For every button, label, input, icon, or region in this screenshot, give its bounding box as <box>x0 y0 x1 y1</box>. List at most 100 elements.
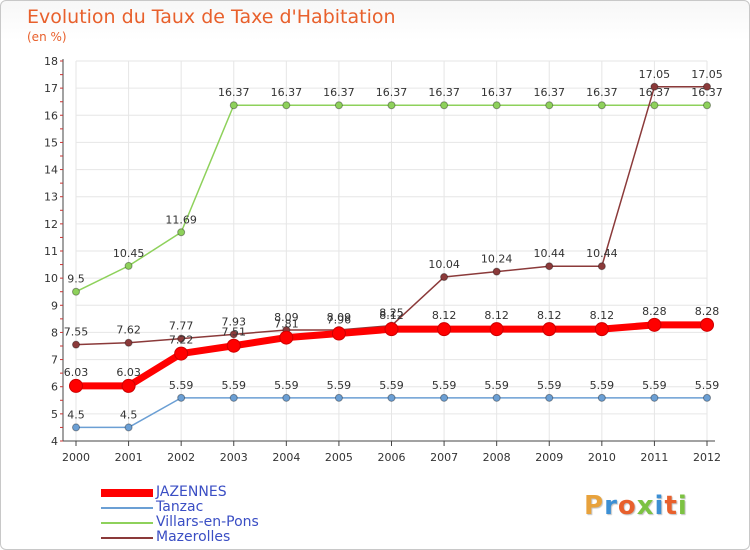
data-label: 8.12 <box>432 309 457 322</box>
data-label: 11.69 <box>165 213 197 226</box>
data-point <box>650 82 659 91</box>
data-point <box>72 423 80 432</box>
logo-letter: r <box>604 491 618 521</box>
data-labels-villars-en-pons: 9.5 10.45 11.69 16.37 16.37 16.37 16.37 16.37 16… <box>67 86 723 285</box>
data-point <box>229 330 238 339</box>
data-label: 16.37 <box>323 86 355 99</box>
data-label: 8.12 <box>484 309 509 322</box>
chart-subtitle: (en %) <box>27 30 67 44</box>
data-label: 5.59 <box>537 379 562 392</box>
y-tick-label: 13 <box>44 191 58 204</box>
x-tick-label: 2005 <box>325 451 353 464</box>
legend-label: JAZENNES <box>156 484 227 500</box>
data-point <box>282 393 291 402</box>
y-tick-label: 5 <box>51 408 58 421</box>
data-point <box>124 338 133 347</box>
y-tick-label: 11 <box>44 245 58 258</box>
data-labels-jazennes: 6.03 6.03 7.22 7.51 7.81 7.96 8.12 8.12 8.12 8.12… <box>64 305 720 379</box>
data-label: 10.44 <box>534 247 566 260</box>
data-label: 5.59 <box>695 379 720 392</box>
data-point <box>282 101 291 110</box>
data-point <box>124 423 133 432</box>
data-point <box>703 393 711 402</box>
data-label: 16.37 <box>534 86 566 99</box>
data-label: 10.44 <box>586 247 618 260</box>
data-label: 17.05 <box>639 68 671 81</box>
data-point <box>597 393 606 402</box>
data-labels-tanzac: 4.5 4.5 5.59 5.59 5.59 5.59 5.59 5.59 5.59 5.59 5.… <box>67 379 719 422</box>
logo-letter: P <box>584 491 605 521</box>
data-point <box>492 267 501 276</box>
legend-swatch <box>101 522 153 524</box>
data-point <box>174 346 189 361</box>
data-point <box>492 393 501 402</box>
logo-letter: i <box>654 491 665 521</box>
x-tick-label: 2000 <box>62 451 90 464</box>
y-tick-label: 6 <box>51 381 58 394</box>
chart-title: Evolution du Taux de Taxe d'Habitation <box>27 6 396 28</box>
x-tick-label: 2006 <box>378 451 406 464</box>
data-label: 16.37 <box>218 86 250 99</box>
data-point <box>387 393 396 402</box>
data-point <box>440 101 449 110</box>
data-point <box>594 322 609 337</box>
data-label: 8.28 <box>642 305 667 318</box>
data-labels-mazerolles: 7.55 7.62 7.77 7.93 8.09 8.09 8.25 10.04 10.24 10… <box>64 68 723 339</box>
data-label: 5.59 <box>432 379 457 392</box>
x-tick-label: 2011 <box>640 451 668 464</box>
y-tick-label: 12 <box>44 218 58 231</box>
legend-label: Villars-en-Pons <box>156 514 259 530</box>
data-point <box>703 101 711 110</box>
y-tick-label: 8 <box>51 326 58 339</box>
data-label: 7.55 <box>64 326 89 339</box>
data-point <box>124 261 133 270</box>
data-label: 7.62 <box>116 324 141 337</box>
data-label: 16.37 <box>376 86 408 99</box>
data-point <box>597 262 606 271</box>
y-tick-label: 16 <box>44 109 58 122</box>
legend-swatch <box>101 507 153 509</box>
data-point <box>489 322 504 337</box>
x-tick-label: 2003 <box>220 451 248 464</box>
data-label: 8.28 <box>695 305 720 318</box>
data-point <box>229 393 238 402</box>
logo-letter: t <box>664 491 678 521</box>
data-label: 5.59 <box>379 379 404 392</box>
data-point <box>650 393 659 402</box>
data-point <box>226 338 241 353</box>
data-label: 5.59 <box>590 379 615 392</box>
data-label: 8.25 <box>379 307 404 320</box>
data-point <box>387 101 396 110</box>
data-point <box>279 330 294 345</box>
y-axis-minor-ticks <box>60 60 63 442</box>
data-label: 10.04 <box>428 258 460 271</box>
legend-item: Mazerolles <box>101 529 401 545</box>
data-label: 17.05 <box>691 68 723 81</box>
data-label: 7.81 <box>274 318 299 331</box>
series-jazennes <box>69 317 714 393</box>
y-tick-label: 14 <box>44 164 58 177</box>
x-tick-label: 2012 <box>693 451 721 464</box>
data-label: 4.5 <box>67 408 85 421</box>
y-tick-label: 18 <box>44 55 58 68</box>
legend-item: JAZENNES <box>101 484 401 500</box>
data-label: 8.12 <box>590 309 615 322</box>
data-label: 5.59 <box>484 379 509 392</box>
logo-letter: x <box>636 491 655 521</box>
data-point <box>331 326 346 341</box>
data-label: 9.5 <box>67 273 85 286</box>
y-tick-label: 7 <box>51 354 58 367</box>
data-label: 16.37 <box>586 86 618 99</box>
data-label: 5.59 <box>642 379 667 392</box>
data-point <box>545 101 554 110</box>
data-point <box>703 82 711 91</box>
legend-swatch <box>101 537 153 539</box>
data-point <box>69 378 83 393</box>
y-tick-label: 17 <box>44 82 58 95</box>
series-tanzac <box>72 393 711 432</box>
data-point <box>545 393 554 402</box>
data-point <box>440 273 449 282</box>
data-label: 6.03 <box>64 366 89 379</box>
